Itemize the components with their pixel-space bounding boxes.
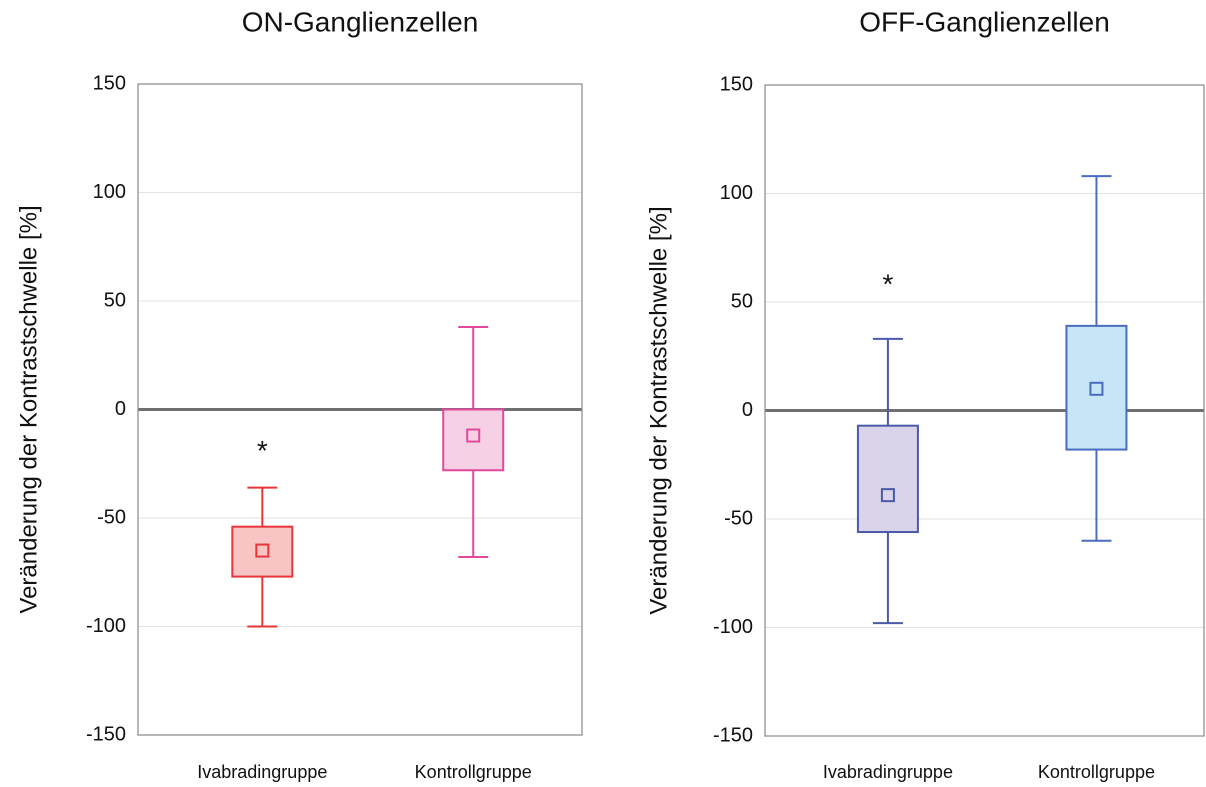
box <box>856 424 919 534</box>
y-tick-label: -50 <box>724 507 753 529</box>
mean-marker <box>1089 381 1104 396</box>
y-tick-label: 0 <box>742 399 753 421</box>
y-axis-label: Veränderung der Kontrastschwelle [%] <box>645 206 672 614</box>
x-tick-label: Kontrollgruppe <box>415 762 532 782</box>
annotation: * <box>257 435 268 466</box>
y-tick-label: 100 <box>720 182 753 204</box>
x-tick-label: Ivabradingruppe <box>197 762 327 782</box>
box <box>1065 324 1128 451</box>
y-tick-label: -150 <box>86 723 126 745</box>
x-tick-label: Kontrollgruppe <box>1038 762 1155 782</box>
chart-title: ON-Ganglienzellen <box>242 6 479 37</box>
y-tick-label: -100 <box>713 616 753 638</box>
chart-title: OFF-Ganglienzellen <box>859 6 1110 37</box>
mean-marker <box>880 488 895 503</box>
y-tick-label: -50 <box>97 506 126 528</box>
y-tick-label: 150 <box>93 72 126 94</box>
annotation: * <box>882 269 893 300</box>
plot-border <box>764 84 1205 737</box>
y-tick-label: -150 <box>713 724 753 746</box>
y-tick-label: 150 <box>720 73 753 95</box>
mean-marker <box>466 428 481 443</box>
y-tick-label: 0 <box>115 398 126 420</box>
plot-border <box>137 83 583 736</box>
y-tick-label: -100 <box>86 615 126 637</box>
y-axis-label: Veränderung der Kontrastschwelle [%] <box>15 205 42 613</box>
x-tick-label: Ivabradingruppe <box>823 762 953 782</box>
y-tick-label: 100 <box>93 181 126 203</box>
mean-marker <box>255 543 270 558</box>
y-tick-label: 50 <box>104 289 126 311</box>
box <box>231 525 294 578</box>
y-tick-label: 50 <box>731 290 753 312</box>
box <box>442 408 505 472</box>
